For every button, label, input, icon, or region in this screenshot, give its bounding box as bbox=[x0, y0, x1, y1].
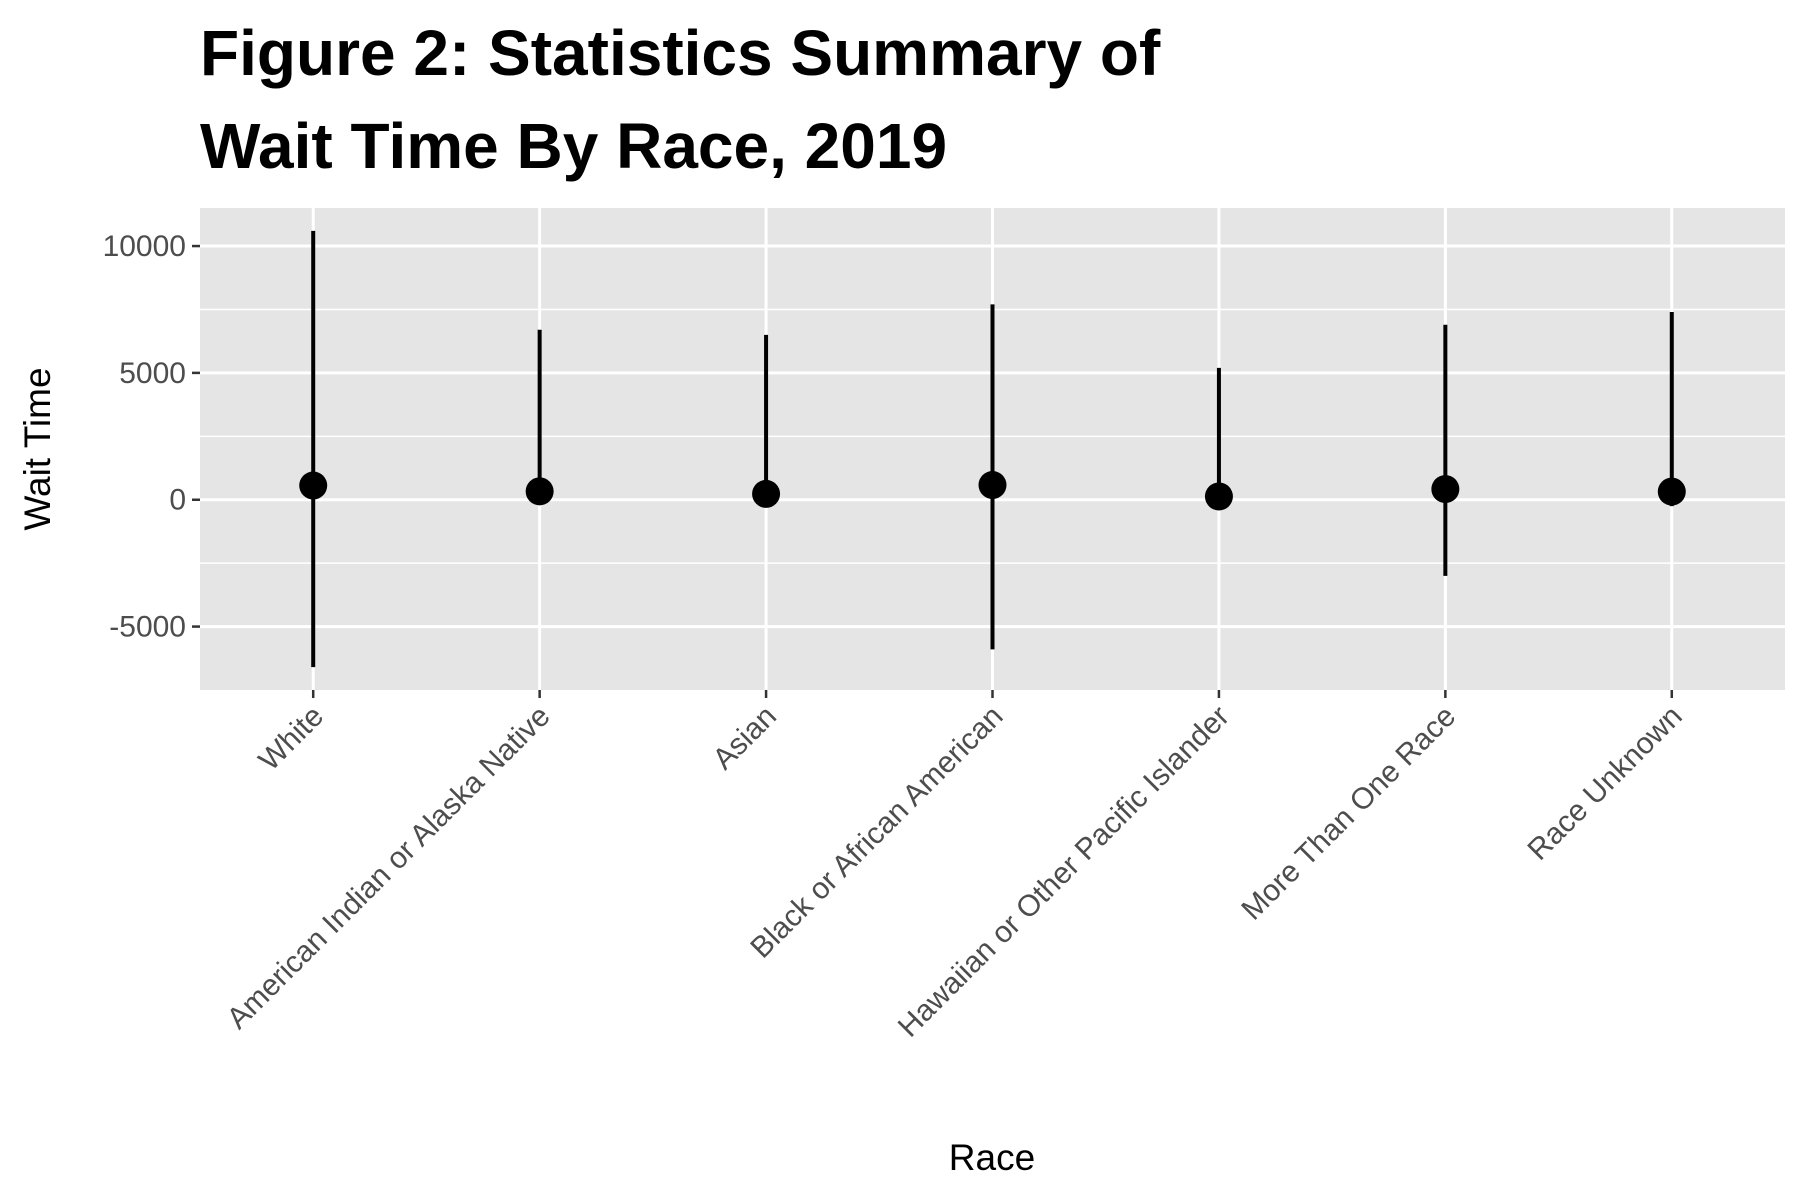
data-point bbox=[299, 471, 328, 500]
data-marks bbox=[299, 230, 1686, 668]
x-tick-label: More Than One Race bbox=[1235, 700, 1462, 927]
data-point bbox=[752, 479, 781, 508]
chart-title-line-1: Figure 2: Statistics Summary of bbox=[200, 17, 1161, 89]
x-tick-label: Race Unknown bbox=[1522, 700, 1689, 867]
x-tick-label: Black or African American bbox=[744, 700, 1009, 965]
data-point bbox=[525, 477, 554, 506]
data-point bbox=[1431, 475, 1460, 504]
y-tick-label: 5000 bbox=[119, 357, 186, 390]
y-axis-title: Wait Time bbox=[17, 367, 58, 530]
x-axis-title: Race bbox=[949, 1137, 1035, 1178]
y-tick-label: -5000 bbox=[109, 611, 186, 644]
x-tick-label: White bbox=[253, 700, 331, 778]
data-point bbox=[1204, 482, 1233, 511]
y-axis-ticks: -5000 0 5000 10000 bbox=[103, 230, 200, 644]
chart-title-line-2: Wait Time By Race, 2019 bbox=[200, 110, 947, 182]
y-tick-label: 10000 bbox=[103, 230, 186, 263]
y-tick-label: 0 bbox=[169, 484, 186, 517]
data-point bbox=[978, 471, 1007, 500]
data-point bbox=[1657, 477, 1686, 506]
x-tick-label: Asian bbox=[707, 700, 783, 776]
